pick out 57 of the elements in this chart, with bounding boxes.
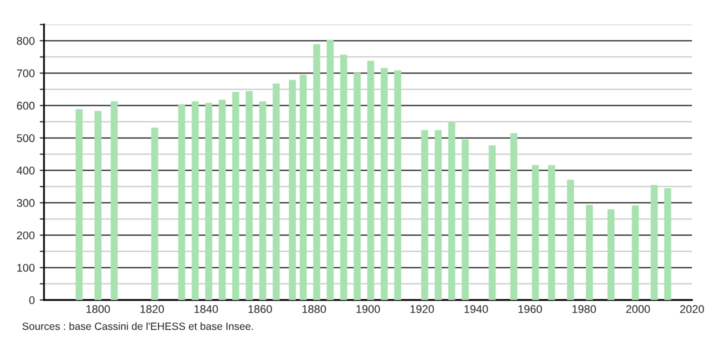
bar [488, 145, 496, 300]
y-tick-label: 500 [16, 134, 35, 142]
x-tick-label: 2000 [626, 305, 650, 314]
bar [326, 40, 334, 300]
bar [246, 90, 253, 300]
bar [607, 209, 615, 300]
x-tick-label: 1920 [410, 305, 434, 314]
x-tick-label: 1900 [356, 305, 380, 314]
bar [313, 44, 320, 300]
x-tick-label: 1860 [248, 305, 272, 314]
bar [548, 165, 556, 300]
bar [340, 54, 348, 300]
y-tick-label: 200 [16, 231, 35, 240]
bar [300, 74, 307, 300]
bar [421, 130, 428, 300]
x-tick-label: 2020 [680, 305, 704, 314]
bar [205, 102, 212, 300]
bar [76, 109, 83, 300]
bar [110, 101, 118, 300]
bar [192, 101, 199, 300]
bar [532, 165, 539, 300]
bar [151, 128, 158, 300]
bar [354, 72, 361, 300]
y-tick-label: 0 [29, 296, 35, 304]
x-tick-label: 1880 [302, 305, 326, 314]
bar [632, 205, 639, 300]
y-tick-label: 300 [16, 199, 35, 207]
bar [566, 180, 574, 300]
bar [288, 80, 296, 300]
bar [232, 92, 240, 300]
source-note: Sources : base Cassini de l'EHESS et base Insee. [22, 322, 253, 330]
x-tick-label: 1960 [518, 305, 542, 314]
bar [218, 100, 226, 300]
bar [462, 140, 469, 300]
bar [272, 83, 280, 300]
x-tick-label: 1800 [86, 305, 110, 314]
bar [664, 188, 672, 300]
bar [394, 70, 402, 300]
y-tick-label: 100 [17, 264, 35, 272]
x-tick-label: 1940 [464, 305, 488, 314]
y-tick-label: 800 [16, 36, 35, 45]
bar [380, 68, 388, 300]
x-tick-label: 1820 [140, 305, 164, 314]
bar [178, 104, 186, 300]
y-tick-label: 700 [17, 69, 35, 78]
bar [510, 133, 518, 300]
bar [94, 111, 102, 300]
bar [259, 101, 266, 300]
x-tick-label: 1980 [572, 305, 596, 314]
bar [448, 122, 456, 300]
bar [586, 204, 593, 300]
bar [650, 184, 658, 300]
y-tick-label: 400 [16, 166, 35, 174]
bar [434, 130, 442, 300]
bar [367, 60, 374, 300]
y-tick-label: 600 [17, 102, 35, 110]
x-tick-label: 1840 [194, 305, 218, 314]
